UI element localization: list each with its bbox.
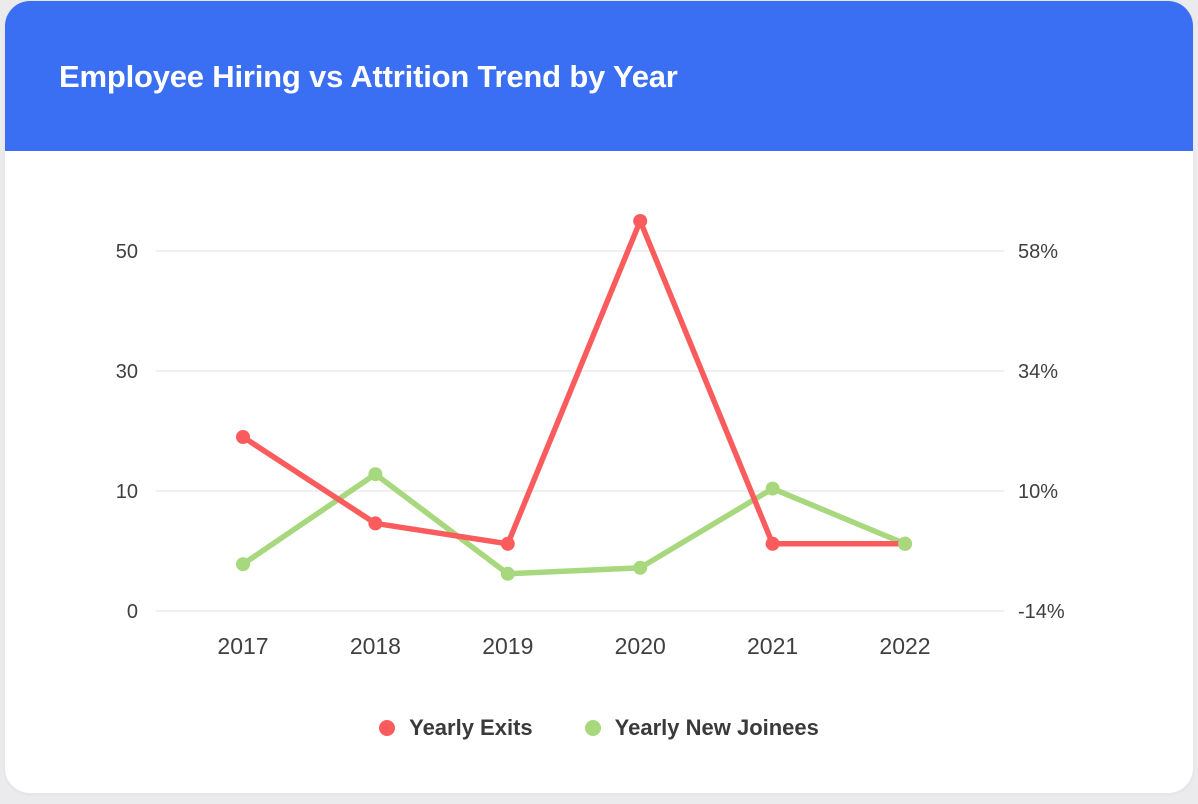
chart-card: Employee Hiring vs Attrition Trend by Ye… <box>4 0 1194 794</box>
legend-dot-icon <box>584 720 601 736</box>
series-line-0 <box>240 218 908 547</box>
data-point <box>236 557 250 572</box>
x-axis-label: 2019 <box>482 633 533 659</box>
x-axis-label: 2020 <box>615 633 666 659</box>
left-axis-tick: 10 <box>116 481 138 503</box>
right-axis-tick: 34% <box>1018 361 1058 383</box>
left-axis-tick: 30 <box>116 361 138 383</box>
legend-item-yearly-exits[interactable]: Yearly Exits <box>379 715 533 741</box>
x-axis-label: 2018 <box>350 633 401 659</box>
data-point <box>765 481 780 496</box>
chart-legend: Yearly Exits Yearly New Joinees <box>5 715 1193 741</box>
right-axis-tick: 58% <box>1018 241 1058 263</box>
data-point <box>236 430 250 444</box>
series-line-1 <box>240 471 908 577</box>
data-point <box>500 536 515 551</box>
data-point <box>368 516 383 531</box>
data-point <box>633 560 648 575</box>
left-axis-tick: 0 <box>127 601 138 623</box>
right-axis-tick: 10% <box>1018 481 1058 503</box>
data-point <box>898 536 912 551</box>
legend-item-yearly-new-joinees[interactable]: Yearly New Joinees <box>584 715 819 741</box>
legend-dot-icon <box>379 720 396 736</box>
legend-label-yearly-new-joinees: Yearly New Joinees <box>614 715 819 740</box>
left-axis-tick: 50 <box>116 241 138 263</box>
data-point <box>633 214 648 228</box>
data-point <box>765 536 780 551</box>
x-axis-label: 2017 <box>217 633 268 659</box>
data-point <box>368 467 383 482</box>
line-chart-canvas: 0 -14% 10 10% 30 34% 50 58% 2017 2018 2019 2020 2021… <box>116 214 1065 659</box>
legend-label-yearly-exits: Yearly Exits <box>409 715 533 740</box>
card-header: Employee Hiring vs Attrition Trend by Ye… <box>5 1 1193 151</box>
data-point <box>500 566 515 581</box>
x-axis-label: 2021 <box>747 633 798 659</box>
right-axis-tick: -14% <box>1018 601 1065 623</box>
page-title: Employee Hiring vs Attrition Trend by Ye… <box>59 58 678 94</box>
x-axis-label: 2022 <box>879 633 930 659</box>
